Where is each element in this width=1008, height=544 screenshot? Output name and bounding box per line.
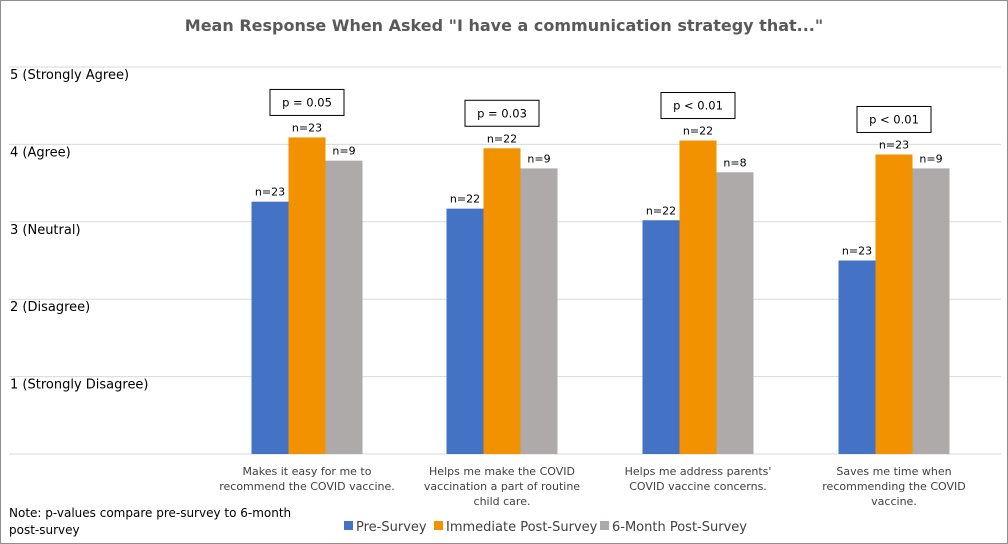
p-value-2: p = 0.03 <box>477 106 527 120</box>
category-label-3-line-2: COVID vaccine concerns. <box>629 480 767 493</box>
category-label-3-line-1: Helps me address parents' <box>625 465 772 478</box>
n-label-1-4: n=23 <box>842 245 872 258</box>
legend-label-2: Immediate Post-Survey <box>446 520 598 535</box>
legend-label-3: 6-Month Post-Survey <box>612 520 747 535</box>
n-label-1-2: n=22 <box>450 193 480 206</box>
category-label-4-line-2: recommending the COVID <box>822 480 965 493</box>
n-label-3-3: n=8 <box>723 156 746 169</box>
n-label-1-3: n=22 <box>646 204 676 217</box>
n-label-3-4: n=9 <box>919 152 942 165</box>
n-label-2-3: n=22 <box>683 125 713 138</box>
bar-2-1 <box>288 137 326 454</box>
legend-swatch-1 <box>344 521 353 530</box>
category-label-1-line-1: Makes it easy for me to <box>243 465 372 478</box>
y-tick-label-4: 4 (Agree) <box>10 145 71 160</box>
y-tick-label-3: 3 (Neutral) <box>10 223 81 238</box>
n-label-2-4: n=23 <box>879 138 909 151</box>
bar-1-2 <box>446 208 484 454</box>
p-value-4: p < 0.01 <box>869 112 919 126</box>
n-label-1-1: n=23 <box>255 186 285 199</box>
legend-swatch-3 <box>600 521 609 530</box>
bar-3-2 <box>520 168 558 455</box>
category-label-2-line-1: Helps me make the COVID <box>429 465 575 478</box>
p-value-box-4 <box>856 105 932 133</box>
p-value-3: p < 0.01 <box>673 99 723 113</box>
y-tick-label-2: 2 (Disagree) <box>10 300 90 315</box>
note-line-1: Note: p-values compare pre-survey to 6-m… <box>9 506 291 520</box>
n-label-2-1: n=23 <box>292 121 322 134</box>
n-label-3-2: n=9 <box>527 152 550 165</box>
p-value-1: p = 0.05 <box>282 95 332 109</box>
p-value-box-1 <box>269 88 345 116</box>
bar-1-4 <box>838 260 876 454</box>
bar-2-3 <box>679 140 717 454</box>
category-label-2-line-3: child care. <box>474 495 531 508</box>
bar-3-1 <box>325 160 363 455</box>
p-value-box-2 <box>464 99 540 127</box>
category-label-4-line-1: Saves me time when <box>836 465 951 478</box>
note-line-2: post-survey <box>9 523 80 537</box>
n-label-3-1: n=9 <box>332 145 355 158</box>
bar-3-3 <box>716 172 754 455</box>
bar-1-3 <box>642 220 680 454</box>
bar-2-2 <box>483 148 521 454</box>
bar-1-1 <box>251 201 289 454</box>
bar-2-4 <box>875 154 913 454</box>
legend-swatch-2 <box>434 521 443 530</box>
category-label-4-line-3: vaccine. <box>871 495 917 508</box>
category-label-2-line-2: vaccination a part of routine <box>424 480 580 493</box>
bar-3-4 <box>912 168 950 455</box>
p-value-box-3 <box>660 92 736 120</box>
y-tick-label-5: 5 (Strongly Agree) <box>10 68 129 83</box>
legend-label-1: Pre-Survey <box>356 520 427 535</box>
n-label-2-2: n=22 <box>487 132 517 145</box>
y-tick-label-1: 1 (Strongly Disagree) <box>10 378 149 393</box>
chart-title: Mean Response When Asked "I have a commu… <box>185 16 823 35</box>
category-label-1-line-2: recommend the COVID vaccine. <box>219 480 395 493</box>
